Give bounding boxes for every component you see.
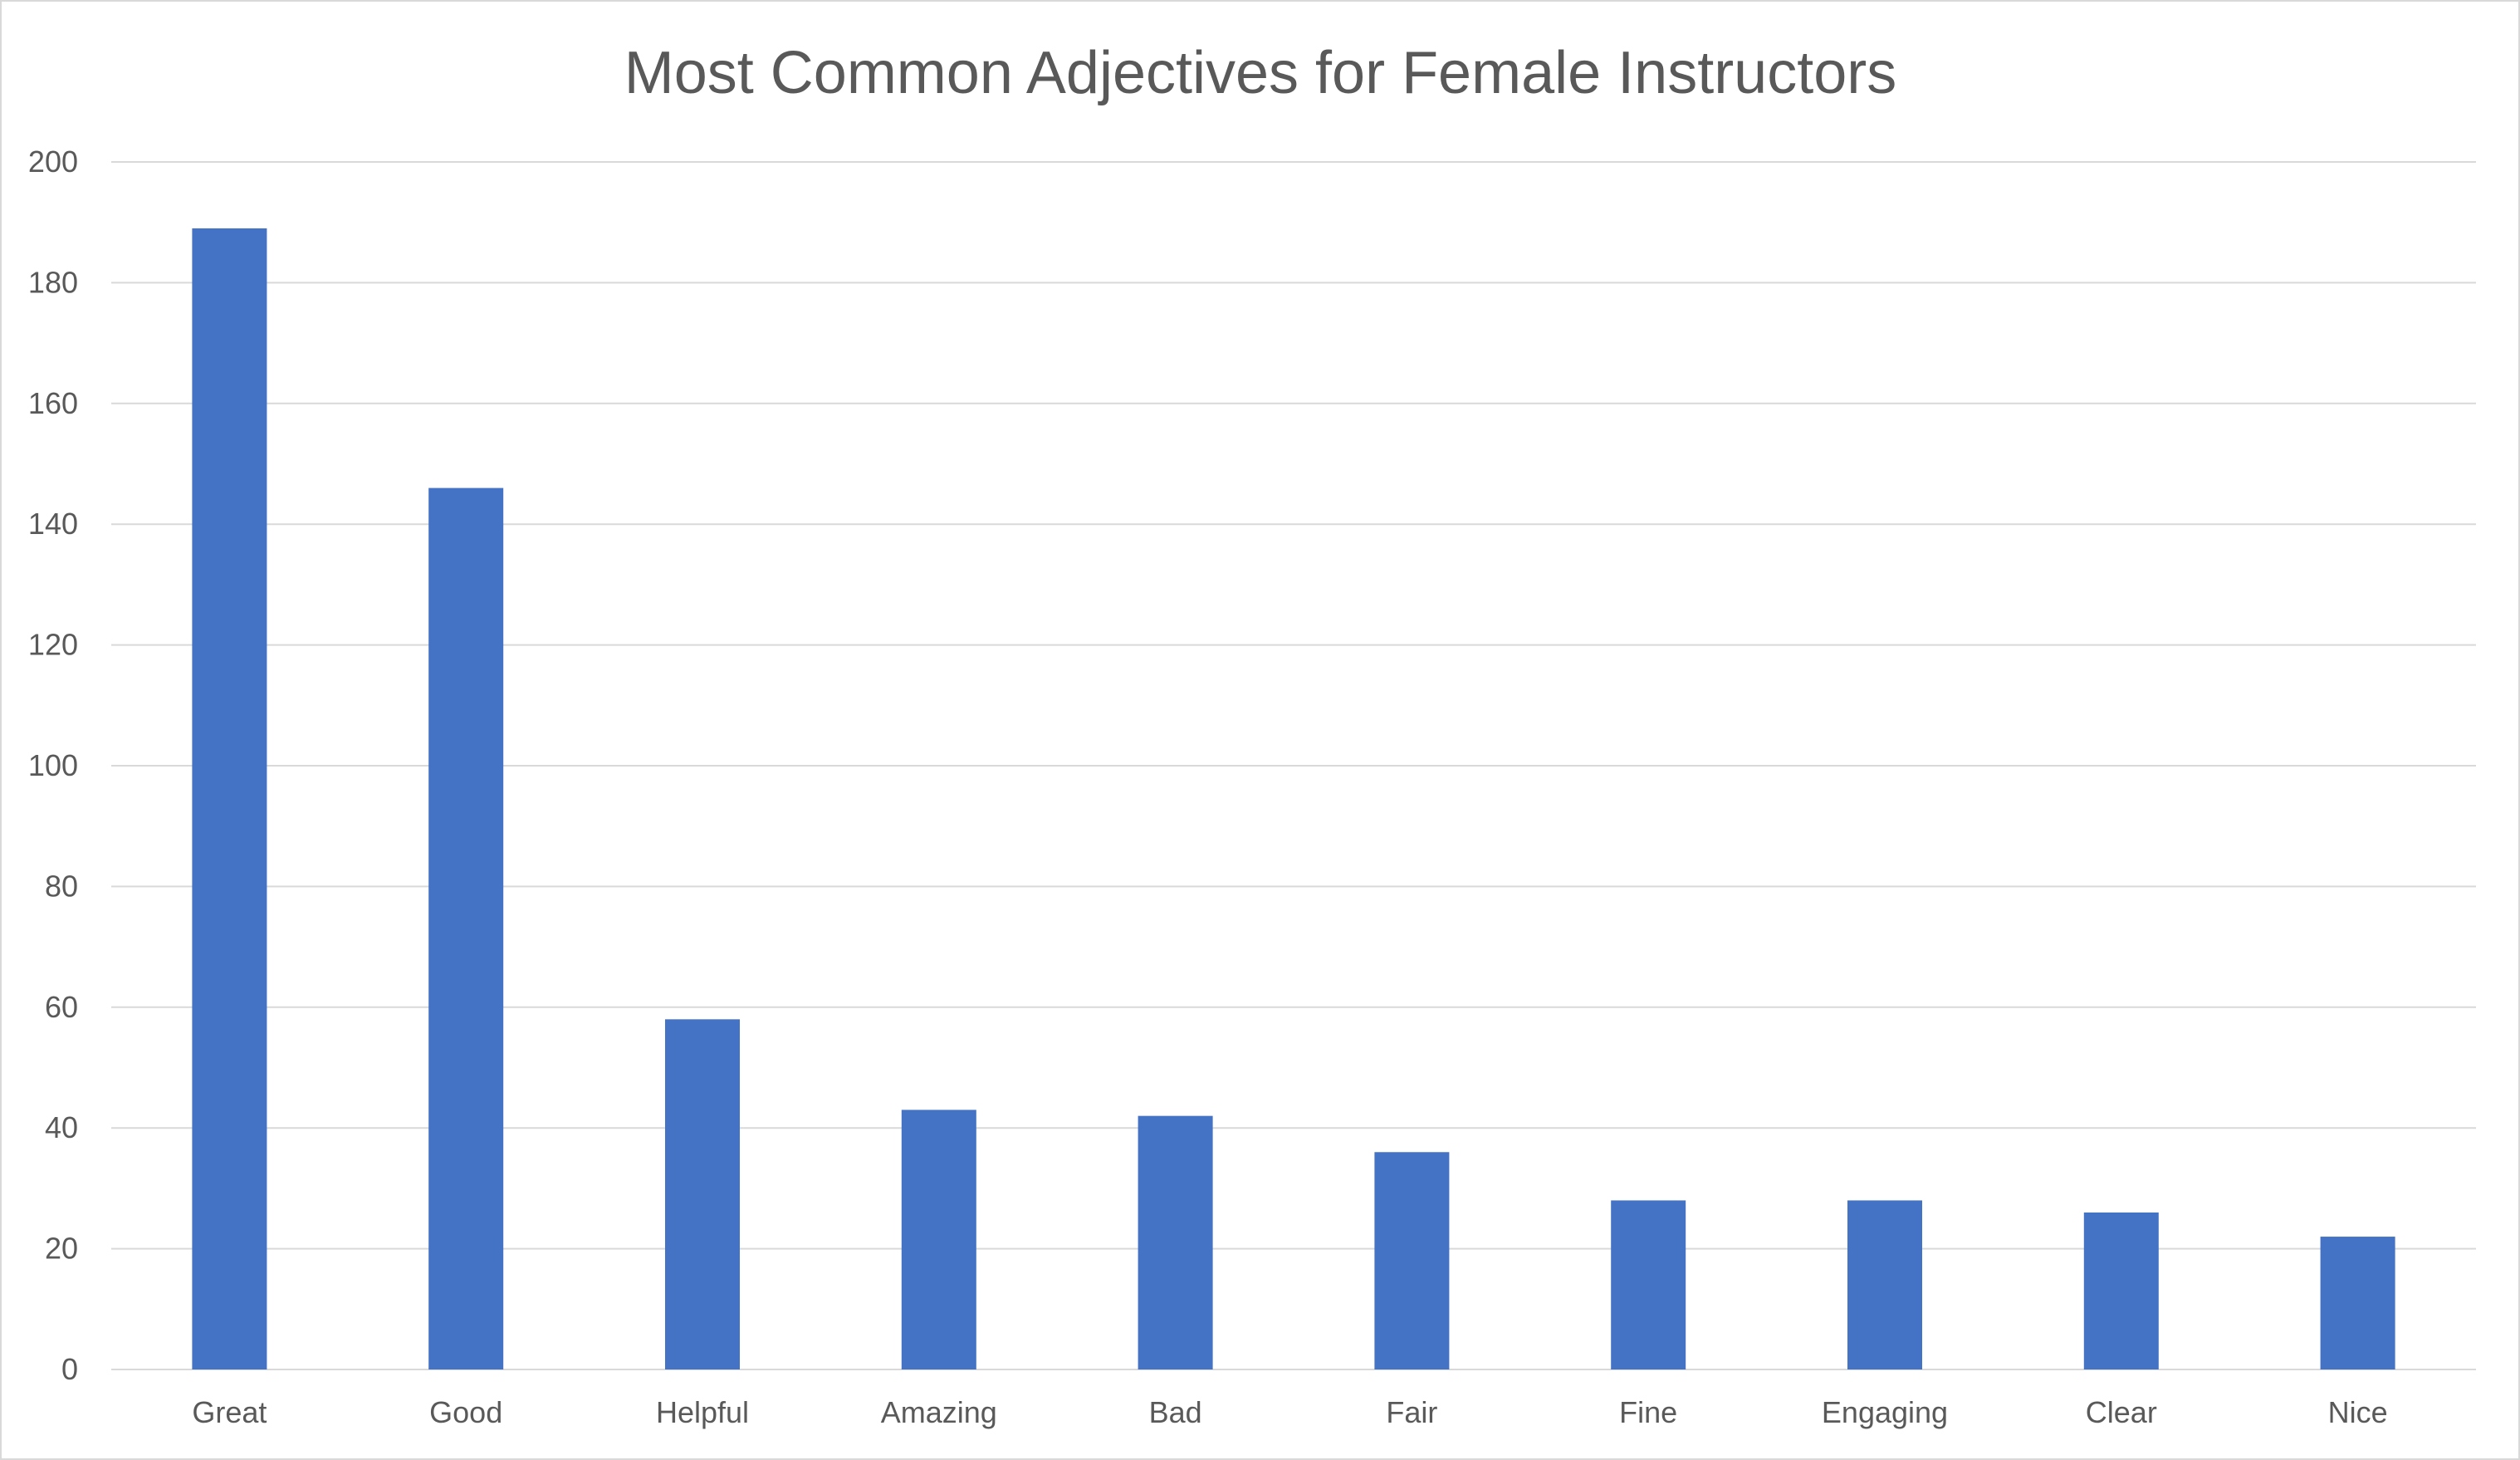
bar-engaging: [1847, 1200, 1922, 1369]
x-tick-label-clear: Clear: [2086, 1395, 2157, 1429]
y-tick-label: 20: [45, 1232, 78, 1266]
y-tick-label: 40: [45, 1110, 78, 1144]
y-tick-label: 140: [28, 507, 78, 541]
bar-nice: [2320, 1237, 2395, 1369]
x-tick-label-helpful: Helpful: [656, 1395, 749, 1429]
y-tick-label: 0: [61, 1352, 78, 1386]
y-tick-label: 120: [28, 628, 78, 662]
bar-good: [428, 487, 504, 1369]
x-tick-label-bad: Bad: [1149, 1395, 1202, 1429]
bar-bad: [1138, 1115, 1213, 1369]
y-tick-label: 160: [28, 386, 78, 420]
y-tick-label: 100: [28, 748, 78, 782]
gridlines: [111, 161, 2476, 1370]
x-tick-label-amazing: Amazing: [881, 1395, 997, 1429]
bar-great: [192, 228, 267, 1370]
x-axis-tick-labels: Great Good Helpful Amazing Bad Fair Fine Engagi…: [192, 1395, 2387, 1429]
bar-helpful: [665, 1019, 740, 1369]
x-tick-label-fine: Fine: [1619, 1395, 1677, 1429]
bar-fine: [1611, 1200, 1686, 1369]
bar-fair: [1374, 1152, 1450, 1369]
y-tick-label: 60: [45, 990, 78, 1024]
y-tick-label: 80: [45, 869, 78, 903]
y-tick-label: 180: [28, 265, 78, 299]
x-tick-label-nice: Nice: [2328, 1395, 2388, 1429]
bars: [192, 228, 2395, 1370]
bar-amazing: [901, 1110, 976, 1369]
x-tick-label-good: Good: [429, 1395, 502, 1429]
x-tick-label-fair: Fair: [1386, 1395, 1437, 1429]
bar-clear: [2083, 1212, 2159, 1369]
y-tick-label: 200: [28, 145, 78, 179]
x-tick-label-engaging: Engaging: [1822, 1395, 1948, 1429]
y-axis-tick-labels: 0 20 40 60 80 100 120 140 160 180 200: [28, 145, 78, 1386]
x-tick-label-great: Great: [192, 1395, 267, 1429]
chart-title: Most Common Adjectives for Female Instru…: [624, 40, 1897, 106]
